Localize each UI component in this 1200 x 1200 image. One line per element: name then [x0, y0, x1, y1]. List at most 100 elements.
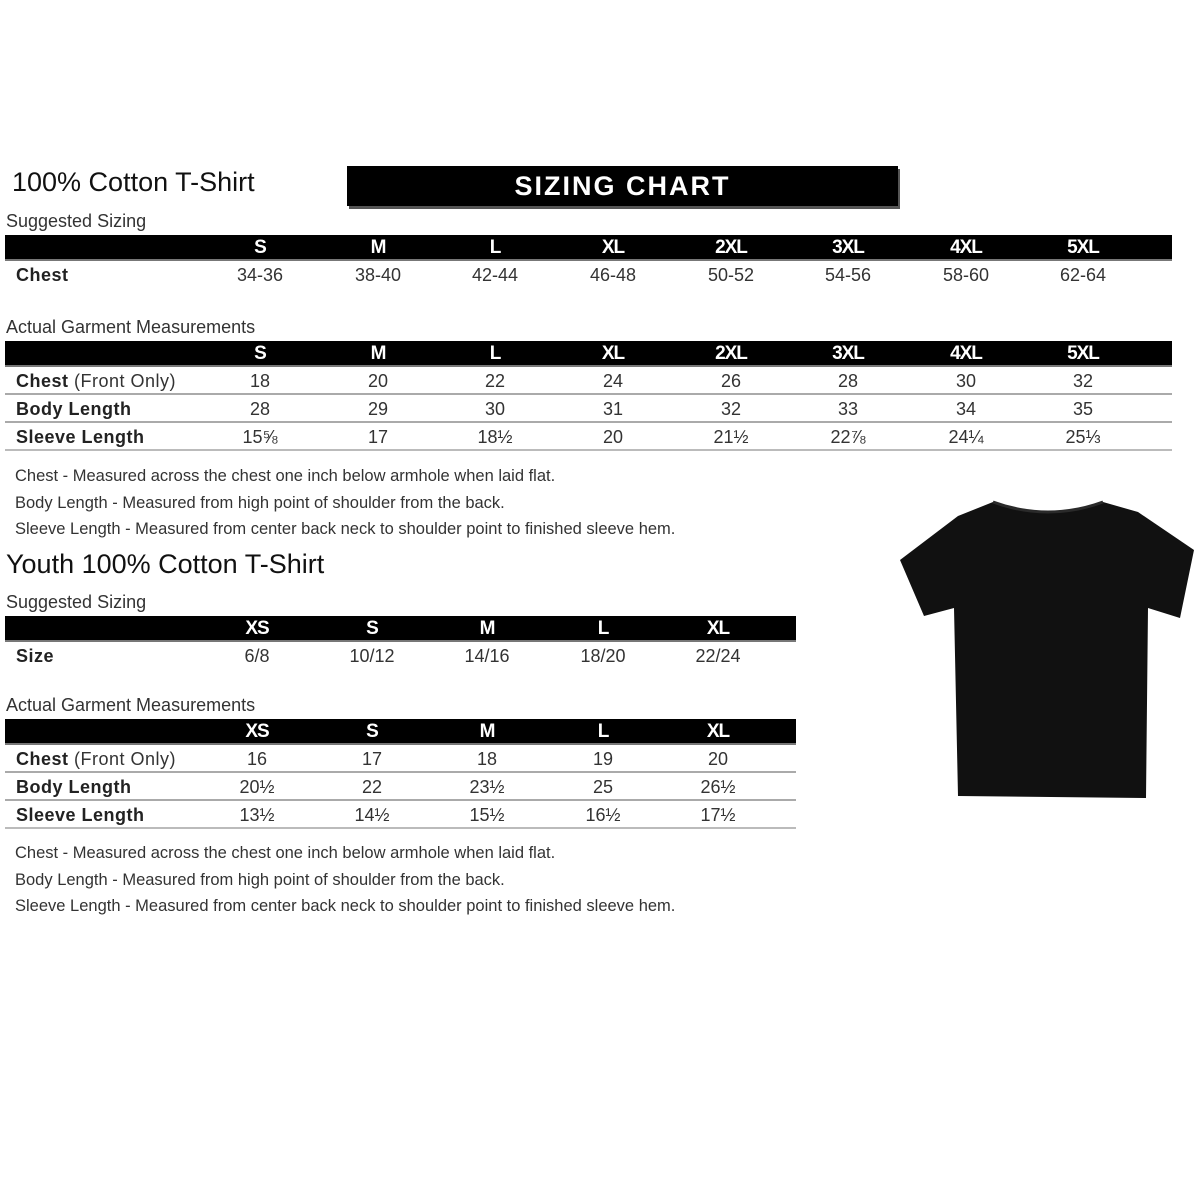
size-header: 5XL — [1067, 237, 1100, 258]
size-header: 3XL — [832, 237, 865, 258]
cell-value: 38-40 — [354, 265, 402, 285]
cell-value: 21½ — [713, 427, 749, 447]
cell-value: 6/8 — [244, 646, 270, 666]
cell-value: 62-64 — [1059, 265, 1107, 285]
cell-value: 24 — [602, 371, 624, 391]
cell-value: 20 — [707, 749, 729, 769]
cell-value: 31 — [602, 399, 624, 419]
table-header: S M L XL 2XL 3XL 4XL 5XL — [5, 235, 1172, 261]
youth-title: Youth 100% Cotton T-Shirt — [6, 549, 325, 579]
cell-value: 28 — [837, 371, 859, 391]
youth-suggested-label: Suggested Sizing — [6, 592, 147, 612]
note-line: Chest - Measured across the chest one in… — [15, 467, 556, 485]
sizing-chart-banner: SIZING CHART — [347, 166, 898, 206]
cell-value: 30 — [955, 371, 977, 391]
cell-value: 26 — [720, 371, 742, 391]
cell-value: 18 — [249, 371, 271, 391]
size-header: XL — [601, 343, 625, 364]
size-header: 5XL — [1067, 343, 1100, 364]
youth-actual-table: XS S M L XL Chest (Front Only) 16 17 18 19 20 Body … — [5, 719, 796, 829]
cell-value: 24¼ — [948, 427, 984, 447]
cell-value: 32 — [720, 399, 742, 419]
cell-value: 17½ — [700, 805, 736, 825]
table-header: XS S M L XL — [5, 616, 796, 642]
row-label: Chest (Front Only) — [16, 371, 177, 391]
table-row: Chest (Front Only) 16 17 18 19 20 — [5, 745, 796, 773]
row-label: Sleeve Length — [16, 805, 145, 825]
cell-value: 17 — [361, 749, 383, 769]
cell-value: 58-60 — [942, 265, 990, 285]
table-row: Size 6/8 10/12 14/16 18/20 22/24 — [5, 642, 796, 670]
table-row: Chest 34-36 38-40 42-44 46-48 50-52 54-56 58-60… — [5, 261, 1172, 289]
cell-value: 18/20 — [580, 646, 626, 666]
row-label: Body Length — [16, 777, 132, 797]
table-row: Body Length 20½ 22 23½ 25 26½ — [5, 773, 796, 801]
size-header: 4XL — [950, 343, 983, 364]
note-line: Sleeve Length - Measured from center bac… — [15, 520, 676, 538]
cell-value: 35 — [1072, 399, 1094, 419]
cell-value: 50-52 — [707, 265, 755, 285]
cell-value: 29 — [367, 399, 389, 419]
size-header: S — [366, 721, 379, 742]
table-row: Body Length 28 29 30 31 32 33 34 35 — [5, 395, 1172, 423]
cell-value: 25⅓ — [1065, 427, 1101, 447]
row-label: Chest (Front Only) — [16, 749, 177, 769]
row-label: Sleeve Length — [16, 427, 145, 447]
cell-value: 10/12 — [349, 646, 395, 666]
cell-value: 32 — [1072, 371, 1094, 391]
row-label: Chest — [16, 265, 69, 285]
cell-value: 34 — [955, 399, 977, 419]
note-line: Chest - Measured across the chest one in… — [15, 844, 556, 862]
adult-suggested-label: Suggested Sizing — [6, 211, 147, 231]
size-header: XL — [601, 237, 625, 258]
cell-value: 42-44 — [471, 265, 519, 285]
cell-value: 22 — [484, 371, 506, 391]
adult-actual-table: S M L XL 2XL 3XL 4XL 5XL Chest (Front Only) 18 20 2… — [5, 341, 1172, 451]
cell-value: 20 — [602, 427, 624, 447]
size-header: S — [254, 237, 267, 258]
cell-value: 54-56 — [824, 265, 872, 285]
cell-value: 26½ — [700, 777, 736, 797]
size-header: S — [254, 343, 267, 364]
adult-title: 100% Cotton T-Shirt — [12, 167, 255, 197]
adult-suggested-table: S M L XL 2XL 3XL 4XL 5XL Chest 34-36 38-40 42-44 46-… — [5, 235, 1172, 289]
size-header: L — [597, 721, 610, 742]
cell-value: 16 — [246, 749, 268, 769]
size-header: M — [479, 618, 496, 639]
size-header: 2XL — [715, 237, 748, 258]
note-line: Body Length - Measured from high point o… — [15, 493, 505, 512]
cell-value: 15½ — [469, 805, 505, 825]
size-header: L — [489, 343, 502, 364]
cell-value: 14½ — [354, 805, 390, 825]
cell-value: 19 — [592, 749, 614, 769]
size-header: 3XL — [832, 343, 865, 364]
table-header: S M L XL 2XL 3XL 4XL 5XL — [5, 341, 1172, 367]
note-line: Body Length - Measured from high point o… — [15, 870, 505, 889]
cell-value: 25 — [592, 777, 614, 797]
size-header: XL — [706, 721, 730, 742]
cell-value: 20½ — [239, 777, 275, 797]
cell-value: 15⅝ — [242, 427, 278, 447]
table-row: Sleeve Length 13½ 14½ 15½ 16½ 17½ — [5, 801, 796, 829]
adult-actual-label: Actual Garment Measurements — [6, 317, 256, 337]
size-header: XS — [245, 721, 269, 742]
table-row: Sleeve Length 15⅝ 17 18½ 20 21½ 22⅞ 24¼ 25⅓ — [5, 423, 1172, 451]
tshirt-icon — [900, 500, 1194, 798]
cell-value: 18 — [476, 749, 498, 769]
size-header: L — [489, 237, 502, 258]
note-line: Sleeve Length - Measured from center bac… — [15, 897, 676, 915]
youth-suggested-table: XS S M L XL Size 6/8 10/12 14/16 18/20 22/24 — [5, 616, 796, 670]
table-header: XS S M L XL — [5, 719, 796, 745]
cell-value: 30 — [484, 399, 506, 419]
size-header: XL — [706, 618, 730, 639]
cell-value: 13½ — [239, 805, 275, 825]
cell-value: 22/24 — [695, 646, 741, 666]
size-header: 4XL — [950, 237, 983, 258]
cell-value: 23½ — [469, 777, 505, 797]
cell-value: 34-36 — [236, 265, 284, 285]
cell-value: 20 — [367, 371, 389, 391]
cell-value: 14/16 — [464, 646, 510, 666]
cell-value: 28 — [249, 399, 271, 419]
cell-value: 18½ — [477, 427, 513, 447]
cell-value: 16½ — [585, 805, 621, 825]
